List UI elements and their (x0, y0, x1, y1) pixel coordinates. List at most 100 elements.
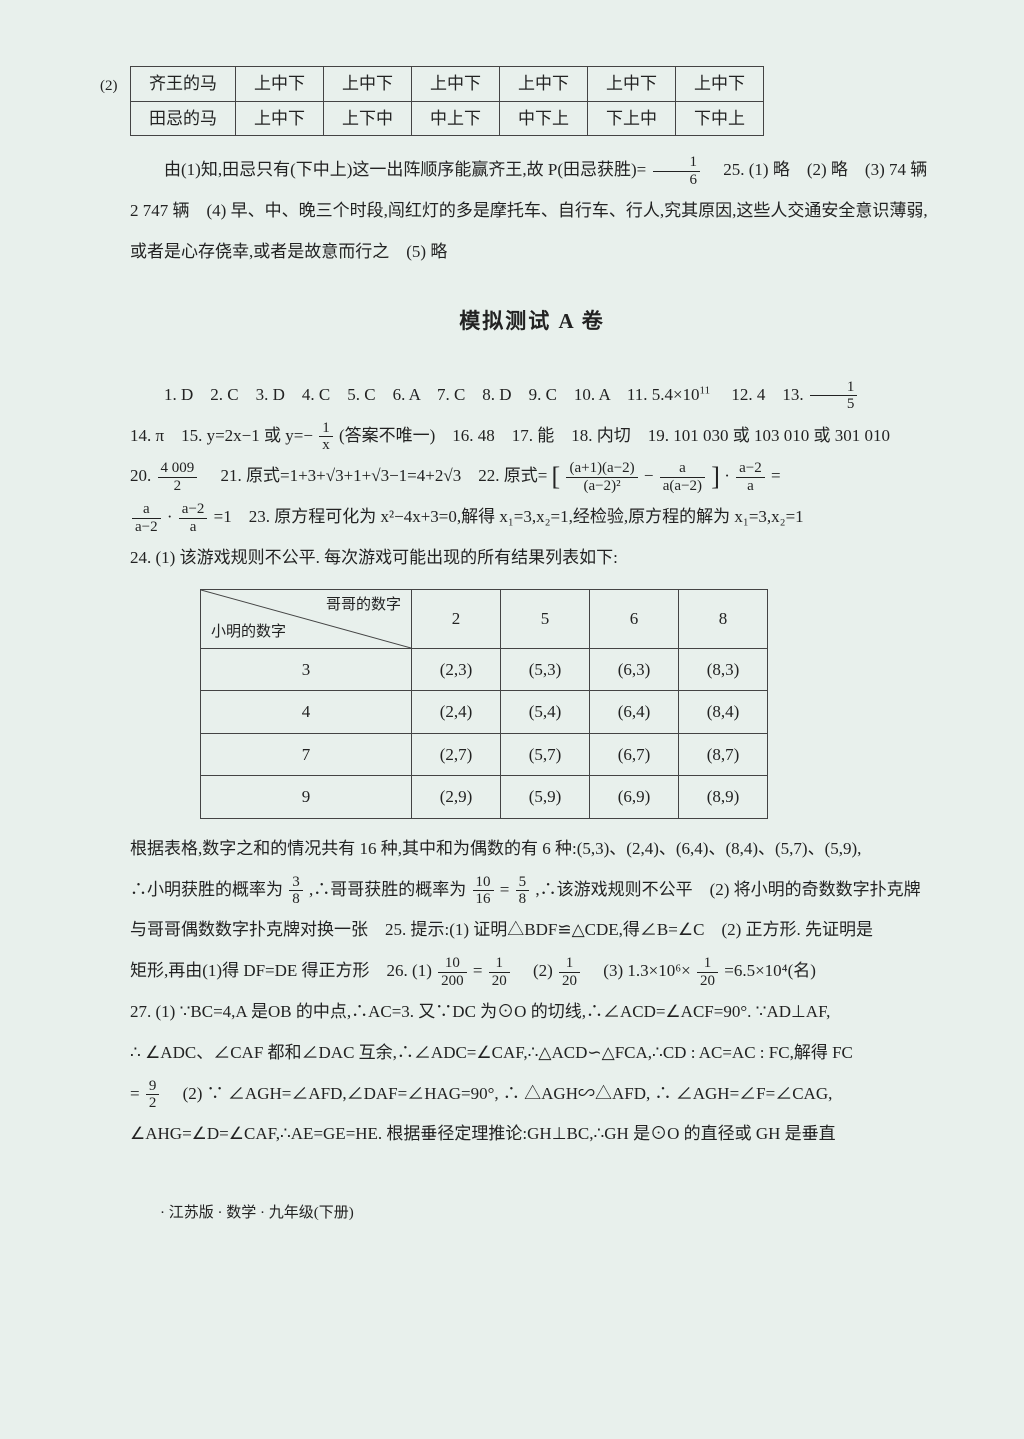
fraction: aa−2 (132, 501, 161, 535)
col-header: 8 (679, 589, 768, 648)
fraction: a−2a (736, 460, 765, 494)
paragraph: aa−2 · a−2a =1 23. 原方程可化为 x²−4x+3=0,解得 x… (130, 497, 934, 538)
text: (2) (516, 961, 557, 980)
paragraph: 24. (1) 该游戏规则不公平. 每次游戏可能出现的所有结果列表如下: (130, 538, 934, 579)
text: =1 23. 原方程可化为 x²−4x+3=0,解得 x₁=3,x₂=1,经检验… (214, 507, 804, 526)
text: = (130, 1084, 140, 1103)
cell: (6,9) (590, 776, 679, 819)
text: = (771, 466, 781, 485)
paragraph: 与哥哥偶数数字扑克牌对换一张 25. 提示:(1) 证明△BDF≌△CDE,得∠… (130, 910, 934, 951)
paragraph: 或者是心存侥幸,或者是故意而行之 (5) 略 (130, 232, 934, 273)
paragraph: 由(1)知,田忌只有(下中上)这一出阵顺序能赢齐王,故 P(田忌获胜)= 16 … (130, 150, 934, 191)
paragraph: ∠AHG=∠D=∠CAF,∴AE=GE=HE. 根据垂径定理推论:GH⊥BC,∴… (130, 1114, 934, 1155)
cell: 上中下 (412, 67, 500, 102)
diag-top: 哥哥的数字 (326, 594, 401, 617)
row-header: 7 (201, 733, 412, 776)
text: 1. D 2. C 3. D 4. C 5. C 6. A 7. C 8. D … (164, 385, 700, 404)
fraction: 10200 (438, 955, 467, 989)
section-title: 模拟测试 A 卷 (130, 296, 934, 346)
cell: 上下中 (324, 101, 412, 136)
text: ,∴该游戏规则不公平 (2) 将小明的奇数数字扑克牌 (535, 880, 920, 899)
page-footer: · 江苏版 · 数学 · 九年级(下册) (130, 1195, 934, 1231)
cell: (5,3) (501, 648, 590, 691)
fraction: a−2a (179, 501, 208, 535)
cell: 上中下 (236, 101, 324, 136)
paragraph: 20. 4 0092 21. 原式=1+3+√3+1+√3−1=4+2√3 22… (130, 456, 934, 497)
col-header: 2 (412, 589, 501, 648)
table-row: 7(2,7)(5,7)(6,7)(8,7) (201, 733, 768, 776)
cell: 田忌的马 (131, 101, 236, 136)
paragraph: 根据表格,数字之和的情况共有 16 种,其中和为偶数的有 6 种:(5,3)、(… (130, 829, 934, 870)
text: 21. 原式=1+3+√3+1+√3−1=4+2√3 22. 原式= (204, 466, 552, 485)
cell: 齐王的马 (131, 67, 236, 102)
text: 12. 4 13. (714, 385, 808, 404)
cell: (6,7) (590, 733, 679, 776)
cell: 中下上 (500, 101, 588, 136)
diag-bot: 小明的数字 (211, 621, 286, 644)
text: 25. (1) 略 (2) 略 (3) 74 辆 (706, 160, 927, 179)
cell: (2,7) (412, 733, 501, 776)
table-row: 哥哥的数字 小明的数字 2 5 6 8 (201, 589, 768, 648)
cell: 上中下 (588, 67, 676, 102)
text: =6.5×10⁴(名) (724, 961, 816, 980)
table-qiwang: 齐王的马 上中下 上中下 上中下 上中下 上中下 上中下 田忌的马 上中下 上下… (130, 66, 764, 136)
fraction: 92 (146, 1078, 160, 1112)
text: · (167, 507, 177, 526)
fraction: (a+1)(a−2)(a−2)² (566, 460, 637, 494)
paragraph: 14. π 15. y=2x−1 或 y=− 1x (答案不唯一) 16. 48… (130, 416, 934, 457)
fraction: 16 (653, 154, 701, 188)
fraction: 120 (559, 955, 580, 989)
table-outcomes: 哥哥的数字 小明的数字 2 5 6 8 3(2,3)(5,3)(6,3)(8,3… (200, 589, 768, 819)
text: 14. π 15. y=2x−1 或 y=− (130, 426, 313, 445)
fraction: 120 (697, 955, 718, 989)
text: = (500, 880, 510, 899)
bracket: [ (552, 463, 561, 492)
cell: (8,9) (679, 776, 768, 819)
fraction: 58 (516, 874, 530, 908)
fraction: 15 (810, 379, 858, 413)
fraction: 120 (489, 955, 510, 989)
cell: (8,7) (679, 733, 768, 776)
cell: (6,4) (590, 691, 679, 734)
paragraph: 矩形,再由(1)得 DF=DE 得正方形 26. (1) 10200 = 120… (130, 951, 934, 992)
text: ,∴哥哥获胜的概率为 (309, 880, 466, 899)
col-header: 6 (590, 589, 679, 648)
text: = (473, 961, 483, 980)
cell: 上中下 (324, 67, 412, 102)
paragraph: 27. (1) ∵BC=4,A 是OB 的中点,∴AC=3. 又∵DC 为⊙O … (130, 992, 934, 1033)
diagonal-header: 哥哥的数字 小明的数字 (201, 589, 412, 648)
table-row: 9(2,9)(5,9)(6,9)(8,9) (201, 776, 768, 819)
cell: (8,4) (679, 691, 768, 734)
text: (答案不唯一) 16. 48 17. 能 18. 内切 19. 101 030 … (339, 426, 890, 445)
cell: 下中上 (676, 101, 764, 136)
table-row: 4(2,4)(5,4)(6,4)(8,4) (201, 691, 768, 734)
fraction: 4 0092 (158, 460, 198, 494)
cell: 上中下 (676, 67, 764, 102)
text: 20. (130, 466, 156, 485)
fraction: aa(a−2) (660, 460, 705, 494)
text: − (644, 466, 658, 485)
cell: 下上中 (588, 101, 676, 136)
cell: (5,9) (501, 776, 590, 819)
cell: (5,7) (501, 733, 590, 776)
superscript: 11 (700, 384, 711, 396)
row-header: 9 (201, 776, 412, 819)
text: (2) ∵ ∠AGH=∠AFD,∠DAF=∠HAG=90°, ∴ △AGH∽△A… (166, 1084, 833, 1103)
bracket: ] (711, 463, 720, 492)
paragraph: 1. D 2. C 3. D 4. C 5. C 6. A 7. C 8. D … (130, 375, 934, 416)
cell: 中上下 (412, 101, 500, 136)
fraction: 38 (289, 874, 303, 908)
paragraph: = 92 (2) ∵ ∠AGH=∠AFD,∠DAF=∠HAG=90°, ∴ △A… (130, 1074, 934, 1115)
cell: (2,3) (412, 648, 501, 691)
text: ∴小明获胜的概率为 (130, 880, 283, 899)
cell: (2,9) (412, 776, 501, 819)
text: · (724, 466, 734, 485)
paragraph: 2 747 辆 (4) 早、中、晚三个时段,闯红灯的多是摩托车、自行车、行人,究… (130, 191, 934, 232)
table-row: 3(2,3)(5,3)(6,3)(8,3) (201, 648, 768, 691)
cell: 上中下 (236, 67, 324, 102)
text: (3) 1.3×10⁶× (586, 961, 690, 980)
table-row: 齐王的马 上中下 上中下 上中下 上中下 上中下 上中下 (131, 67, 764, 102)
page-content: (2) 齐王的马 上中下 上中下 上中下 上中下 上中下 上中下 田忌的马 上中… (0, 0, 1024, 1291)
text: 矩形,再由(1)得 DF=DE 得正方形 26. (1) (130, 961, 436, 980)
cell: (6,3) (590, 648, 679, 691)
